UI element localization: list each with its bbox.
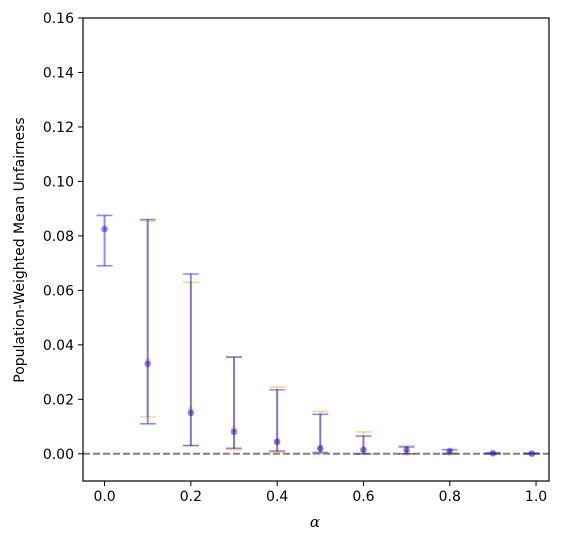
- data-point-0-5: [360, 447, 367, 455]
- y-tick-label-1: 0.02: [43, 392, 74, 408]
- data-point-1-3: [230, 428, 238, 436]
- x-tick-label-5: 1.0: [525, 489, 547, 505]
- data-point-1-4: [273, 438, 281, 445]
- data-point-0-6: [403, 449, 410, 456]
- x-axis-label: α: [310, 513, 320, 531]
- plot-frame: [82, 17, 550, 482]
- data-point-0-7: [446, 449, 454, 457]
- data-point-0-3: [273, 439, 281, 447]
- data-point-0-9: [528, 450, 536, 458]
- data-point-0-2: [230, 425, 238, 433]
- data-point-0-0: [144, 357, 152, 365]
- data-point-1-1: [144, 360, 152, 368]
- y-tick-label-6: 0.12: [43, 120, 74, 136]
- data-point-1-9: [489, 449, 497, 457]
- data-point-1-8: [446, 447, 454, 455]
- y-tick-label-8: 0.16: [43, 11, 74, 27]
- x-tick-label-2: 0.4: [266, 489, 288, 505]
- data-point-1-0: [101, 225, 108, 233]
- y-tick-label-7: 0.14: [43, 65, 74, 81]
- data-point-1-10: [528, 450, 536, 457]
- series-0: [139, 220, 540, 458]
- y-tick-label-4: 0.08: [43, 229, 74, 245]
- y-tick-label-0: 0.00: [43, 447, 74, 463]
- axes: 0.0 0.2 0.4 0.6 0.8 1.0 0.00 0.02 0.04 0.06 0.08 0.…: [43, 11, 550, 505]
- x-tick-label-4: 0.8: [439, 489, 461, 505]
- data-point-0-8: [489, 450, 497, 457]
- plot-area: [83, 214, 549, 458]
- y-axis-label: Population-Weighted Mean Unfairness: [12, 117, 28, 382]
- x-tick-label-1: 0.2: [180, 489, 202, 505]
- x-tick-label-0: 0.0: [93, 489, 115, 505]
- x-tick-label-3: 0.6: [352, 489, 374, 505]
- data-point-0-4: [317, 445, 324, 452]
- y-tick-label-5: 0.10: [43, 174, 74, 190]
- y-tick-label-2: 0.04: [43, 338, 74, 354]
- data-point-1-5: [317, 445, 324, 452]
- data-point-1-7: [403, 446, 410, 453]
- data-point-1-2: [187, 409, 195, 417]
- data-point-0-1: [187, 406, 195, 414]
- series-1: [96, 214, 540, 457]
- data-point-1-6: [360, 446, 367, 453]
- y-tick-label-3: 0.06: [43, 283, 74, 299]
